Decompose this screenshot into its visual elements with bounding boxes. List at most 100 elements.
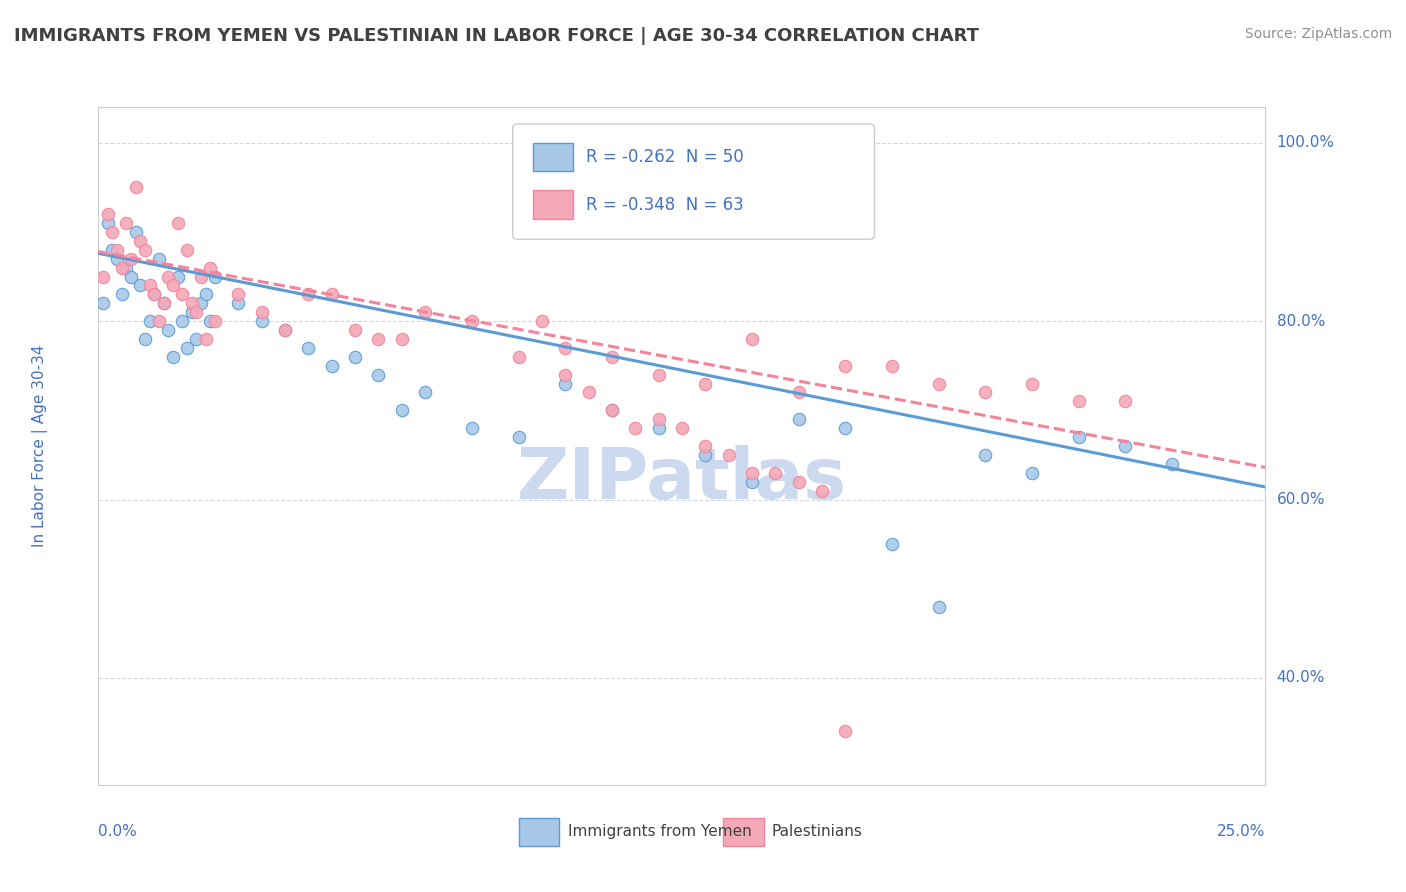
Point [176,243,198,257]
Text: R = -0.262  N = 50: R = -0.262 N = 50 [586,148,744,166]
FancyBboxPatch shape [519,817,560,846]
Point [274,323,297,337]
Point [811,483,834,498]
Text: Source: ZipAtlas.com: Source: ZipAtlas.com [1244,27,1392,41]
Point [647,368,669,382]
Point [143,287,166,301]
Point [250,305,273,319]
Point [1021,466,1043,480]
Point [880,359,903,373]
Point [134,332,156,346]
Point [741,466,763,480]
Point [91,269,114,284]
Point [101,225,124,239]
Point [190,296,212,310]
Point [367,368,389,382]
Text: Immigrants from Yemen: Immigrants from Yemen [568,824,751,839]
Point [200,314,222,328]
Point [391,332,413,346]
Point [194,332,217,346]
Point [671,421,693,435]
Point [763,466,786,480]
Text: ZIPatlas: ZIPatlas [517,445,846,515]
Point [974,385,997,400]
Point [115,260,138,275]
Point [321,287,343,301]
Point [1114,439,1136,453]
Point [129,278,152,293]
Point [125,225,148,239]
Point [166,269,188,284]
Point [508,430,530,444]
Point [120,252,142,266]
Point [148,252,170,266]
Point [157,323,180,337]
Point [1021,376,1043,391]
Point [228,296,250,310]
Point [162,350,184,364]
Point [228,287,250,301]
Point [172,314,194,328]
Point [1067,430,1090,444]
FancyBboxPatch shape [533,190,574,219]
Point [204,314,226,328]
Text: IMMIGRANTS FROM YEMEN VS PALESTINIAN IN LABOR FORCE | AGE 30-34 CORRELATION CHAR: IMMIGRANTS FROM YEMEN VS PALESTINIAN IN … [14,27,979,45]
Point [97,207,120,221]
Point [647,412,669,426]
Text: Palestinians: Palestinians [772,824,863,839]
Point [115,216,138,230]
Point [152,296,174,310]
Point [111,287,134,301]
Point [297,341,319,355]
Point [274,323,297,337]
Point [741,332,763,346]
Point [321,359,343,373]
Point [166,216,188,230]
Point [554,368,576,382]
Text: In Labor Force | Age 30-34: In Labor Force | Age 30-34 [32,344,48,548]
Text: 100.0%: 100.0% [1277,136,1334,150]
Point [125,180,148,194]
Point [695,448,717,462]
Point [180,305,202,319]
Point [834,421,856,435]
Point [139,314,162,328]
Point [143,287,166,301]
Point [391,403,413,417]
Text: R = -0.348  N = 63: R = -0.348 N = 63 [586,195,744,214]
Point [186,332,208,346]
Point [834,359,856,373]
Point [176,341,198,355]
Point [787,385,810,400]
Text: 60.0%: 60.0% [1277,492,1324,507]
Point [578,385,600,400]
Point [928,599,950,614]
Point [928,376,950,391]
Point [741,475,763,489]
Point [600,403,623,417]
Point [344,350,367,364]
Point [172,287,194,301]
Point [204,269,226,284]
Point [97,216,120,230]
Point [91,296,114,310]
Point [120,269,142,284]
Point [508,350,530,364]
Point [530,314,553,328]
Point [250,314,273,328]
Point [139,278,162,293]
Point [695,376,717,391]
FancyBboxPatch shape [513,124,875,239]
Point [974,448,997,462]
Text: 0.0%: 0.0% [98,824,138,838]
Point [600,350,623,364]
Point [695,439,717,453]
Point [129,234,152,248]
FancyBboxPatch shape [533,143,574,171]
Point [101,243,124,257]
Point [297,287,319,301]
Point [413,305,436,319]
Point [180,296,202,310]
Point [134,243,156,257]
Point [787,475,810,489]
